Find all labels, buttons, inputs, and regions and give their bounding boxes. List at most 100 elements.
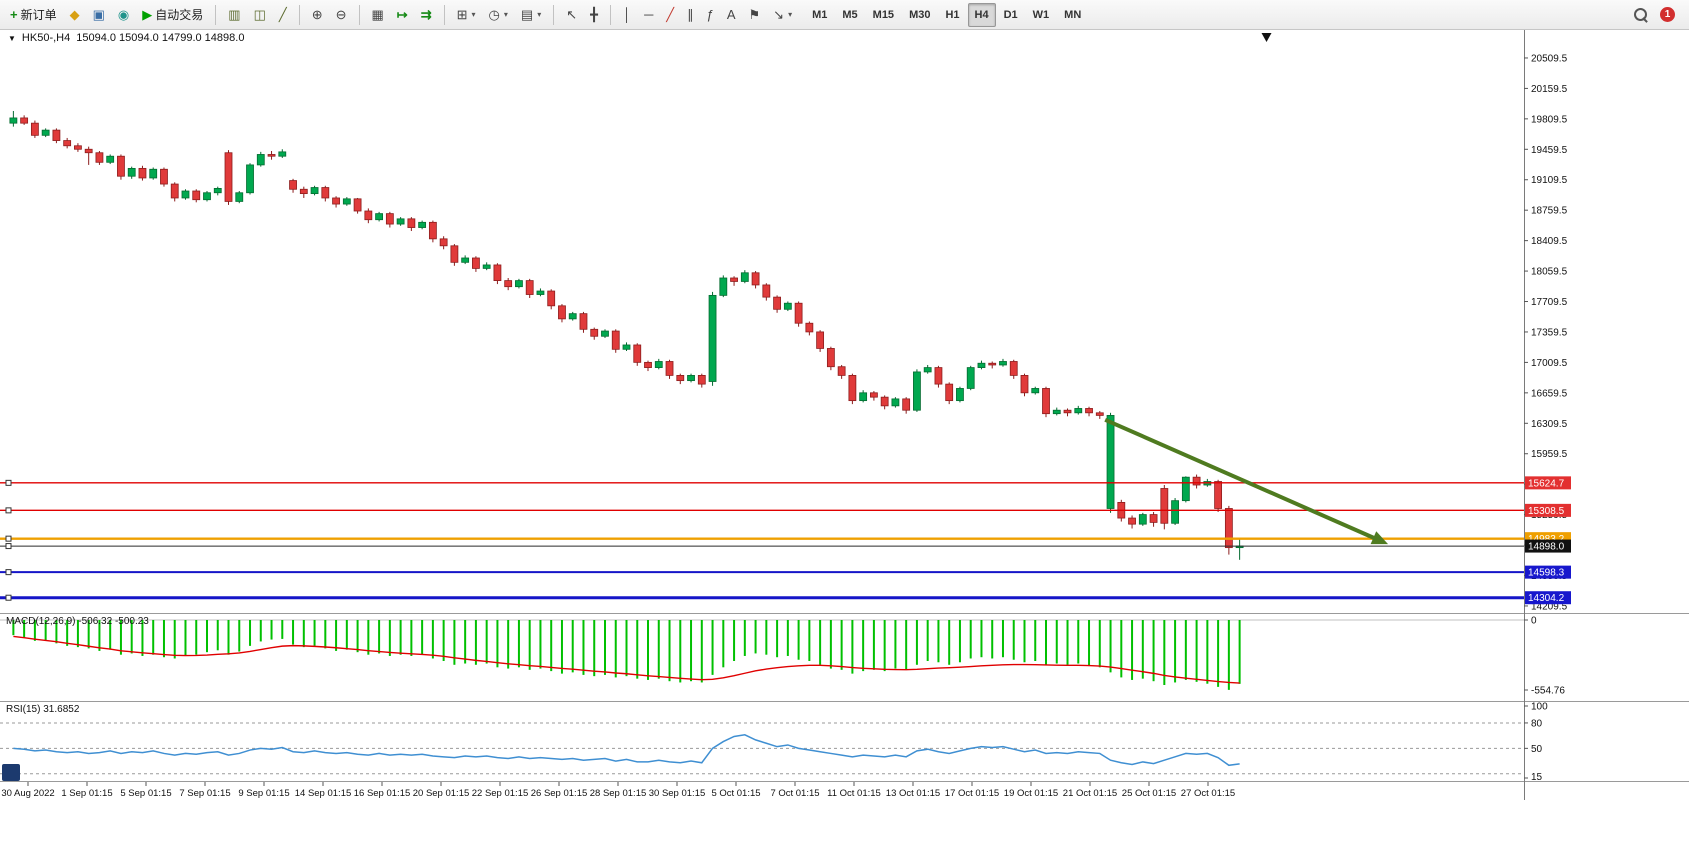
svg-text:17359.5: 17359.5 <box>1531 327 1568 338</box>
timeframe-button-m5[interactable]: M5 <box>835 3 864 27</box>
svg-text:5 Oct 01:15: 5 Oct 01:15 <box>711 788 760 799</box>
history-button[interactable]: ◆ <box>64 3 86 27</box>
tile-windows-icon: ▦ <box>371 7 384 22</box>
zoom-out-button[interactable]: ⊖ <box>330 3 353 27</box>
toolbar-separator <box>609 4 611 25</box>
svg-text:22 Sep 01:15: 22 Sep 01:15 <box>472 788 529 799</box>
collapse-triangle-icon[interactable]: ▼ <box>8 33 16 43</box>
svg-text:20159.5: 20159.5 <box>1531 84 1568 95</box>
auto-scroll-icon: ⇉ <box>420 7 432 22</box>
svg-text:27 Oct 01:15: 27 Oct 01:15 <box>1181 788 1235 799</box>
indicators-button[interactable]: ▤ ▾ <box>515 3 547 27</box>
crosshair-button[interactable]: ╋ <box>584 3 604 27</box>
sounds-button[interactable]: ◉ <box>112 3 135 27</box>
svg-text:17 Oct 01:15: 17 Oct 01:15 <box>945 788 999 799</box>
label-button[interactable]: ⚑ <box>743 3 767 27</box>
arrows-button[interactable]: ↘ ▾ <box>767 3 798 27</box>
svg-text:-554.76: -554.76 <box>1531 686 1565 697</box>
svg-text:19 Oct 01:15: 19 Oct 01:15 <box>1004 788 1058 799</box>
text-button[interactable]: A <box>721 3 742 27</box>
tile-windows-button[interactable]: ▦ <box>366 3 390 27</box>
svg-text:11 Oct 01:15: 11 Oct 01:15 <box>827 788 881 799</box>
svg-text:19109.5: 19109.5 <box>1531 175 1568 186</box>
chevron-down-icon: ▾ <box>503 10 508 19</box>
new-chart-button[interactable]: ⊞ ▾ <box>451 3 482 27</box>
svg-text:14 Sep 01:15: 14 Sep 01:15 <box>295 788 352 799</box>
time-axis: 30 Aug 2022 1 Sep 01:15 5 Sep 01:15 7 Sep 0… <box>1 782 1235 799</box>
cursor-icon: ↖ <box>566 7 578 22</box>
timeframe-button-d1[interactable]: D1 <box>997 3 1025 27</box>
chevron-down-icon: ▾ <box>788 10 793 19</box>
fibonacci-button[interactable]: ƒ <box>701 3 720 27</box>
auto-scroll-button[interactable]: ⇉ <box>415 3 438 27</box>
chevron-down-icon: ▾ <box>471 10 476 19</box>
cursor-button[interactable]: ↖ <box>560 3 583 27</box>
auto-trading-button[interactable]: ▶ 自动交易 <box>136 3 209 27</box>
macd-panel: 0 -554.76 <box>0 616 1565 697</box>
horizontal-line-icon: ─ <box>644 7 654 22</box>
horizontal-line-button[interactable]: ─ <box>638 3 659 27</box>
timeframe-button-w1[interactable]: W1 <box>1026 3 1057 27</box>
svg-text:14209.5: 14209.5 <box>1531 601 1568 612</box>
toolbar-separator <box>298 4 300 25</box>
line-chart-icon: ╱ <box>278 7 287 22</box>
zoom-in-button[interactable]: ⊕ <box>306 3 329 27</box>
svg-text:19809.5: 19809.5 <box>1531 114 1568 125</box>
arrows-tool-icon: ↘ <box>773 7 785 22</box>
timeframe-button-m1[interactable]: M1 <box>805 3 834 27</box>
vertical-line-icon: │ <box>622 7 632 22</box>
timeframe-button-h4[interactable]: H4 <box>967 2 996 27</box>
svg-text:13 Oct 01:15: 13 Oct 01:15 <box>886 788 940 799</box>
new-order-button[interactable]: + 新订单 <box>4 3 63 27</box>
notification-badge[interactable]: 1 <box>1660 7 1675 22</box>
chart-candles-button[interactable]: ◫ <box>248 3 272 27</box>
svg-text:20 Sep 01:15: 20 Sep 01:15 <box>413 788 470 799</box>
toolbar-separator <box>553 4 555 25</box>
new-order-label: 新订单 <box>20 8 57 22</box>
timeframe-button-m15[interactable]: M15 <box>866 3 901 27</box>
periods-button[interactable]: ◷ ▾ <box>483 3 514 27</box>
svg-text:15308.5: 15308.5 <box>1528 506 1565 517</box>
search-icon <box>1634 8 1647 21</box>
svg-text:15: 15 <box>1531 772 1543 783</box>
svg-text:30 Sep 01:15: 30 Sep 01:15 <box>649 788 706 799</box>
sounds-icon: ◉ <box>117 7 130 22</box>
auto-trading-icon: ▶ <box>142 7 153 22</box>
indicator-list-icon: ▤ <box>520 7 534 22</box>
svg-text:25 Oct 01:15: 25 Oct 01:15 <box>1122 788 1176 799</box>
svg-text:5 Sep 01:15: 5 Sep 01:15 <box>120 788 171 799</box>
chart-shift-button[interactable]: ↦ <box>391 3 414 27</box>
timeframe-button-m30[interactable]: M30 <box>902 3 937 27</box>
search-button[interactable] <box>1628 3 1653 27</box>
chevron-down-icon: ▾ <box>537 10 542 19</box>
svg-text:30 Aug 2022: 30 Aug 2022 <box>1 788 54 799</box>
toolbar: + 新订单 ◆ ▣ ◉ ▶ 自动交易 ▥ ◫ ╱ ⊕ ⊖ ▦ ↦ ⇉ ⊞ ▾ ◷… <box>0 0 1689 30</box>
chart-marker <box>1261 33 1272 42</box>
svg-text:19459.5: 19459.5 <box>1531 145 1568 156</box>
chart-line-button[interactable]: ╱ <box>273 3 293 27</box>
trendline-button[interactable]: ╱ <box>660 3 680 27</box>
svg-text:16659.5: 16659.5 <box>1531 388 1568 399</box>
label-tool-icon: ⚑ <box>748 7 761 22</box>
auto-trading-label: 自动交易 <box>155 8 204 22</box>
svg-text:17009.5: 17009.5 <box>1531 358 1568 369</box>
channel-button[interactable]: ∥ <box>681 3 700 27</box>
svg-text:15959.5: 15959.5 <box>1531 449 1568 460</box>
svg-text:18409.5: 18409.5 <box>1531 236 1568 247</box>
svg-text:18759.5: 18759.5 <box>1531 206 1568 217</box>
timeframe-button-h1[interactable]: H1 <box>938 3 966 27</box>
timeframe-button-mn[interactable]: MN <box>1057 3 1088 27</box>
history-icon: ◆ <box>69 7 80 22</box>
trend-arrow[interactable] <box>1104 417 1389 545</box>
svg-text:16 Sep 01:15: 16 Sep 01:15 <box>354 788 411 799</box>
market-watch-button[interactable]: ▣ <box>87 3 111 27</box>
market-watch-icon: ▣ <box>92 7 105 22</box>
vertical-line-button[interactable]: │ <box>617 3 637 27</box>
svg-text:14304.2: 14304.2 <box>1528 593 1565 604</box>
hlines-layer[interactable]: 15624.715308.514983.214898.014598.314304… <box>0 476 1571 605</box>
chart-bars-button[interactable]: ▥ <box>222 3 246 27</box>
timeframe-group: M1 M5 M15 M30 H1 H4 D1 W1 MN <box>805 2 1088 27</box>
chart-shift-icon: ↦ <box>396 7 408 22</box>
